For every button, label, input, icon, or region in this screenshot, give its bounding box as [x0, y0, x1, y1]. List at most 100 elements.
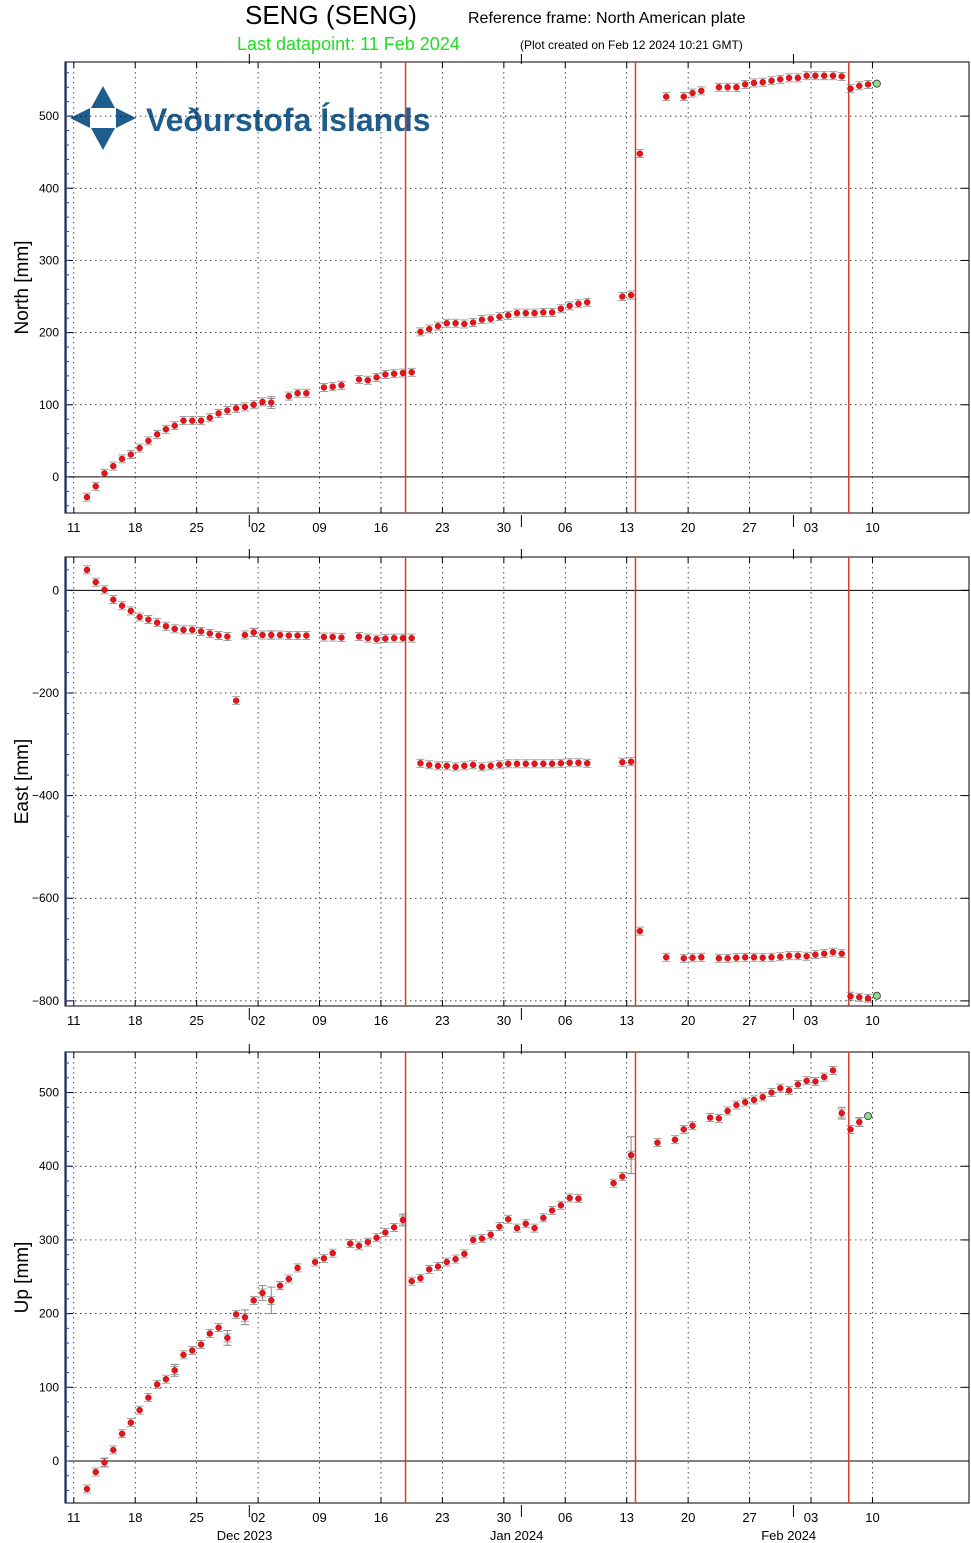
- data-point: [627, 1151, 635, 1159]
- data-point: [215, 632, 222, 639]
- data-point: [864, 81, 872, 88]
- data-point: [364, 377, 371, 384]
- x-tick-label: 20: [681, 1510, 695, 1525]
- data-point: [794, 74, 802, 82]
- data-point: [259, 1289, 266, 1297]
- month-label: Jan 2024: [490, 1528, 544, 1543]
- data-point: [820, 950, 828, 957]
- x-tick-label: 23: [435, 520, 449, 535]
- y-tick-label: 300: [39, 1233, 59, 1247]
- data-point: [399, 369, 407, 377]
- x-tick-label: 16: [374, 1013, 388, 1028]
- x-tick-label: 02: [251, 520, 265, 535]
- data-point: [399, 1216, 407, 1224]
- month-label: Dec 2023: [217, 1528, 273, 1543]
- data-point: [531, 309, 538, 317]
- data-point: [145, 437, 152, 445]
- data-point: [785, 952, 793, 959]
- data-point: [294, 632, 301, 639]
- data-point: [443, 762, 450, 770]
- y-tick-label: 100: [39, 398, 59, 412]
- data-point: [189, 1347, 196, 1354]
- data-point: [250, 401, 257, 408]
- data-point: [741, 81, 749, 88]
- data-point: [847, 85, 854, 92]
- data-point: [408, 634, 415, 642]
- panel-2: 11 18 25 02 09 16 23 30 06 13 20 27 03 10 −800 −600 −400…: [12, 549, 970, 1028]
- data-point: [355, 633, 363, 640]
- x-tick-label: 13: [619, 1013, 633, 1028]
- data-point: [285, 392, 293, 400]
- data-point: [540, 309, 547, 316]
- data-point: [663, 954, 670, 961]
- data-point: [373, 635, 380, 643]
- data-point: [83, 566, 91, 574]
- data-point: [469, 761, 477, 769]
- data-point: [557, 1202, 565, 1209]
- data-point: [812, 72, 819, 79]
- data-point: [162, 426, 170, 433]
- data-point: [92, 1468, 99, 1476]
- data-point: [759, 79, 766, 86]
- data-point: [838, 950, 845, 957]
- data-point: [540, 760, 547, 767]
- logo-mark-icon: [70, 86, 136, 150]
- data-point: [584, 299, 591, 306]
- data-point: [338, 634, 345, 641]
- data-point: [434, 1263, 442, 1270]
- data-point: [83, 1485, 91, 1493]
- data-point: [232, 697, 240, 704]
- data-point: [329, 633, 336, 641]
- data-point: [812, 951, 819, 958]
- data-point: [505, 1216, 512, 1223]
- data-point: [663, 93, 670, 100]
- data-point: [531, 1224, 538, 1232]
- data-point: [382, 1229, 389, 1236]
- x-tick-label: 10: [865, 1510, 879, 1525]
- data-point: [101, 1459, 108, 1466]
- data-point: [724, 1107, 731, 1115]
- data-point: [680, 1126, 687, 1133]
- data-point: [171, 422, 178, 429]
- data-point: [83, 493, 91, 501]
- data-point: [303, 390, 310, 397]
- data-point: [162, 1375, 170, 1383]
- data-point: [741, 1098, 749, 1106]
- y-axis-label: North [mm]: [12, 241, 33, 335]
- data-point: [153, 431, 161, 438]
- data-point: [276, 1282, 284, 1289]
- plot-frame: [64, 61, 970, 514]
- data-point: [250, 1297, 257, 1304]
- data-point: [522, 309, 529, 317]
- data-point: [610, 1179, 617, 1187]
- data-point: [180, 417, 187, 424]
- data-point: [303, 632, 310, 639]
- data-point: [838, 1109, 845, 1117]
- data-point: [215, 1324, 222, 1331]
- y-tick-label: −600: [32, 891, 59, 905]
- x-tick-label: 06: [558, 1013, 572, 1028]
- data-point: [513, 1224, 521, 1232]
- y-tick-label: 0: [52, 470, 59, 484]
- data-point: [452, 763, 459, 771]
- data-point: [733, 1101, 740, 1109]
- data-point: [294, 390, 301, 397]
- data-point: [469, 319, 477, 326]
- data-point: [145, 1394, 152, 1401]
- data-point: [487, 762, 494, 770]
- data-point: [232, 405, 240, 412]
- data-point: [777, 953, 784, 960]
- data-point: [355, 376, 363, 383]
- data-point: [373, 1234, 380, 1241]
- data-point: [777, 1084, 784, 1092]
- x-tick-label: 10: [865, 1013, 879, 1028]
- data-point: [206, 630, 214, 637]
- panel-3: 11 18 25 02 09 16 23 30 06 13 20 27 03 10010020030040…: [12, 1044, 970, 1543]
- data-point: [680, 93, 687, 100]
- data-point: [513, 309, 521, 317]
- data-point: [92, 578, 99, 586]
- data-point: [496, 761, 503, 769]
- data-point: [206, 1330, 214, 1337]
- data-point: [566, 302, 573, 310]
- x-tick-label: 20: [681, 1013, 695, 1028]
